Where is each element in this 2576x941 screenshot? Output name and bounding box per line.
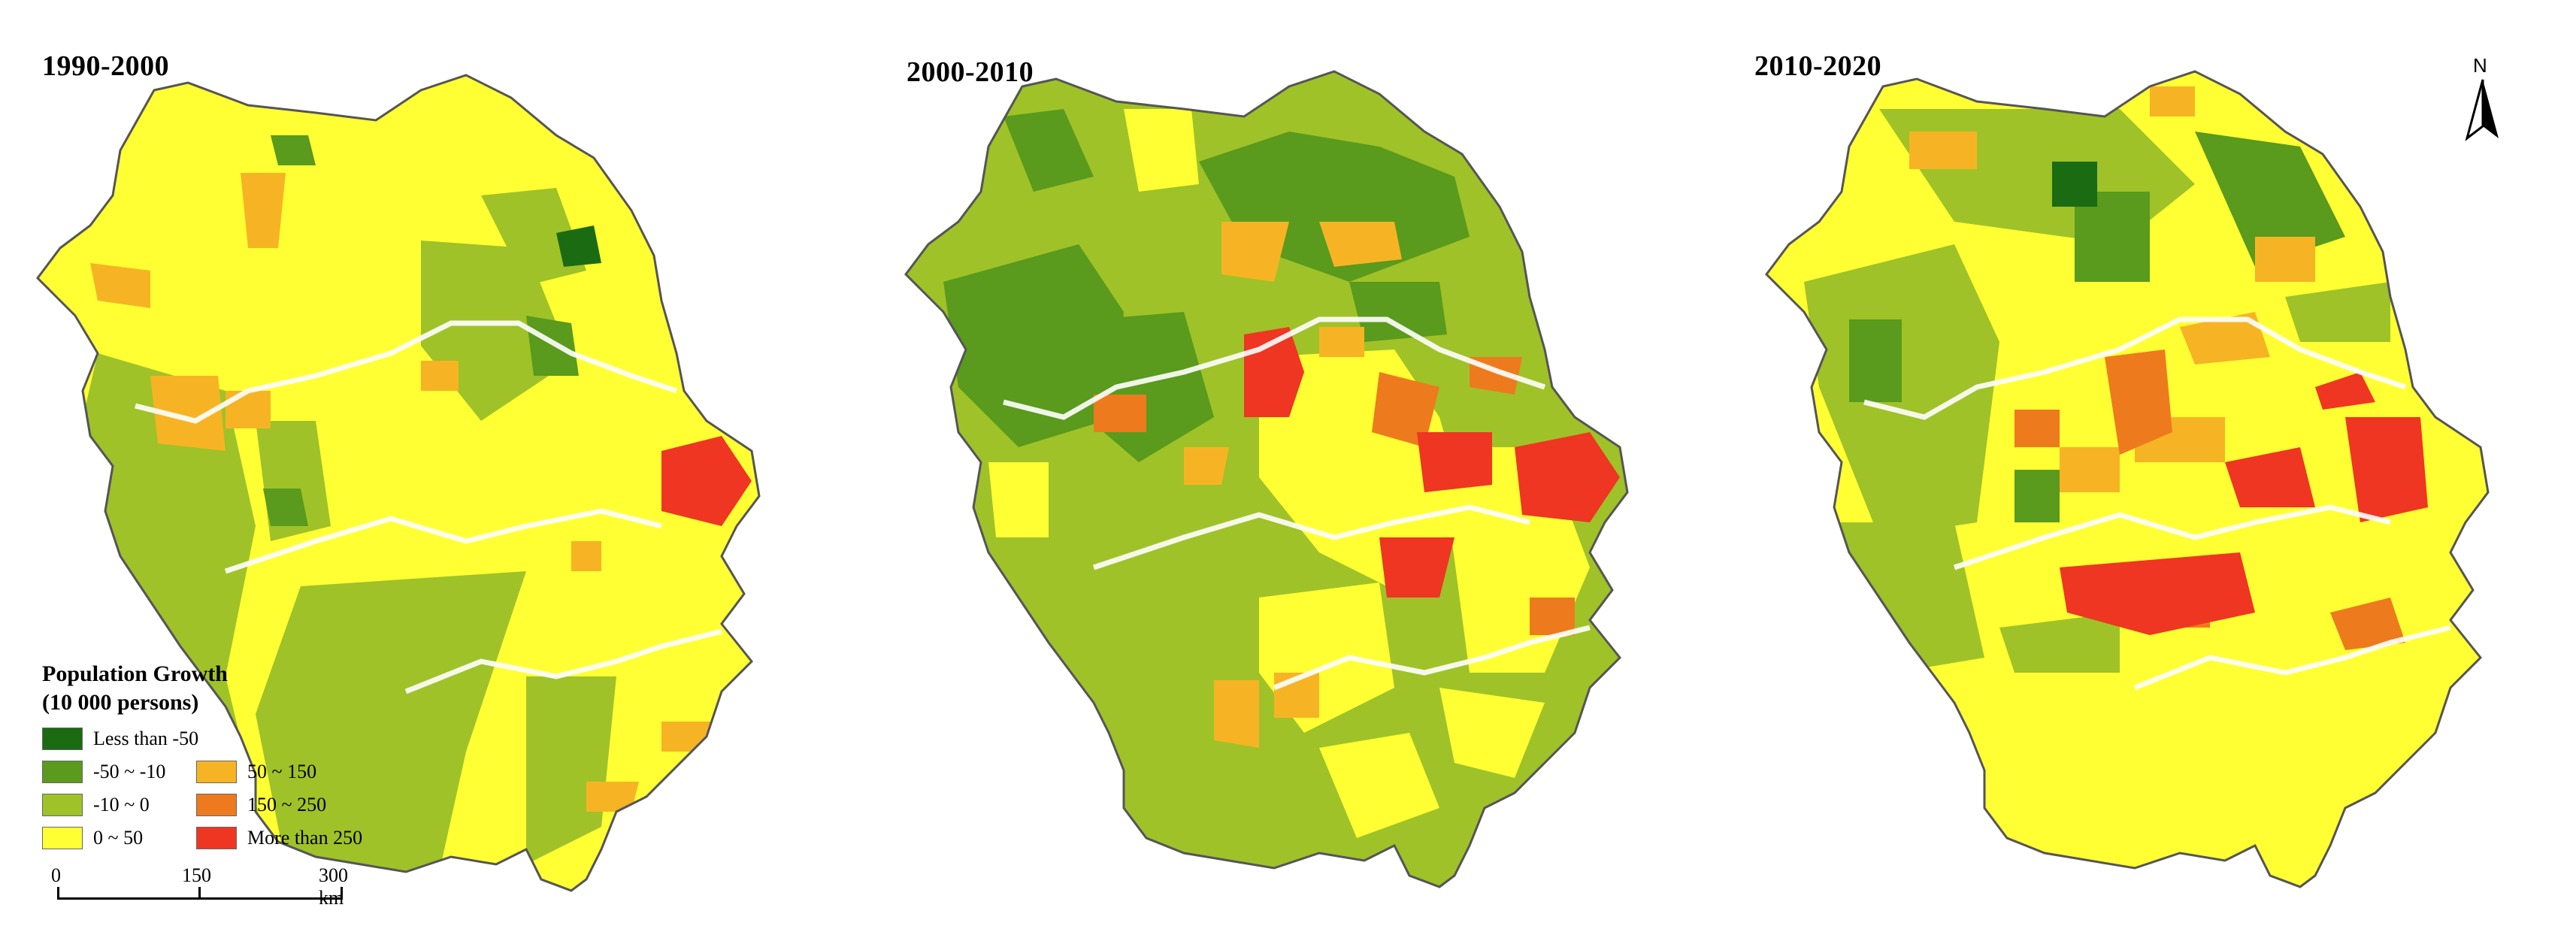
legend-swatch — [196, 794, 237, 816]
legend-label: Less than -50 — [93, 728, 199, 749]
north-arrow: N — [2456, 54, 2509, 144]
legend-label: 50 ~ 150 — [247, 761, 317, 782]
scale-tick — [198, 887, 201, 899]
legend-title: Population Growth — [42, 661, 228, 686]
legend-items: Less than -50 -50 ~ -10 -10 ~ 0 0 ~ 50 5… — [42, 728, 433, 863]
legend-label: -50 ~ -10 — [93, 761, 166, 782]
legend-item-50-to-150: 50 ~ 150 — [196, 761, 316, 783]
scale-label-150: 150 — [182, 864, 211, 886]
legend-swatch — [196, 761, 237, 783]
legend-item-150-to-250: 150 ~ 250 — [196, 794, 326, 816]
panel-title-2000-2010: 2000-2010 — [907, 56, 1034, 88]
legend-item-minus-10-to-0: -10 ~ 0 — [42, 794, 150, 816]
legend-swatch — [42, 761, 83, 783]
north-label: N — [2473, 54, 2487, 77]
legend-swatch — [42, 827, 83, 849]
map-panel-2000-2010 — [904, 70, 1629, 888]
scale-label-0: 0 — [51, 864, 61, 886]
legend: Population Growth (10 000 persons) Less … — [42, 660, 433, 863]
panel-title-2010-2020: 2010-2020 — [1754, 50, 1882, 82]
legend-item-more-than-250: More than 250 — [196, 827, 362, 849]
legend-swatch — [42, 728, 83, 750]
legend-item-less-than-minus-50: Less than -50 — [42, 728, 198, 750]
legend-item-0-to-50: 0 ~ 50 — [42, 827, 143, 849]
scale-tick — [341, 887, 343, 899]
legend-swatch — [196, 827, 237, 849]
scale-tick — [57, 887, 59, 899]
north-arrow-icon — [2465, 79, 2499, 141]
panel-title-1990-2000: 1990-2000 — [42, 50, 170, 82]
legend-label: 0 ~ 50 — [93, 827, 144, 849]
legend-label: 150 ~ 250 — [247, 794, 327, 815]
legend-item-minus-50-to-minus-10: -50 ~ -10 — [42, 761, 165, 783]
scale-bar: 0 150 300 km — [50, 864, 365, 917]
map-panel-2010-2020 — [1765, 70, 2490, 888]
legend-label: More than 250 — [247, 827, 363, 849]
legend-swatch — [42, 794, 83, 816]
legend-subtitle: (10 000 persons) — [42, 690, 199, 715]
legend-label: -10 ~ 0 — [93, 794, 150, 815]
